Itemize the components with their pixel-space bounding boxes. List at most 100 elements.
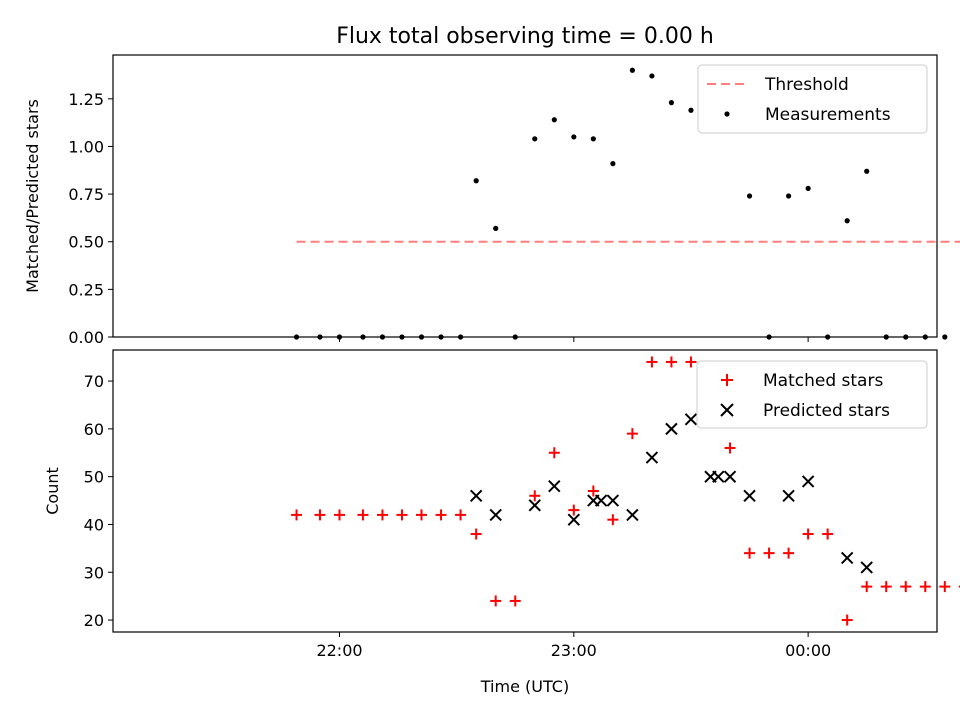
predicted-star-point bbox=[840, 551, 854, 565]
matched-star-point bbox=[548, 447, 560, 459]
predicted-star-point bbox=[645, 451, 659, 464]
predicted-star-point bbox=[528, 499, 541, 512]
ratio-y-tick-label: 0.25 bbox=[68, 280, 104, 299]
matched-star-point bbox=[919, 581, 931, 593]
matched-star-point bbox=[880, 581, 892, 593]
matched-star-point bbox=[291, 509, 303, 521]
ratio-y-tick-label: 0.00 bbox=[68, 328, 104, 347]
count-y-tick-label: 40 bbox=[84, 515, 104, 534]
count-legend: Matched stars Predicted stars bbox=[696, 360, 928, 429]
ratio-y-tick-label: 1.00 bbox=[68, 137, 104, 156]
ratio-y-tick-label: 0.75 bbox=[68, 185, 104, 204]
count-y-axis-label: Count bbox=[43, 467, 62, 515]
predicted-star-point bbox=[548, 480, 561, 493]
legend-predicted-swatch bbox=[720, 403, 734, 417]
predicted-star-point bbox=[712, 470, 725, 483]
predicted-star-point bbox=[606, 494, 620, 507]
measurement-point bbox=[512, 334, 518, 340]
legend-threshold-label: Threshold bbox=[764, 75, 849, 95]
measurement-point bbox=[844, 218, 850, 224]
matched-star-point bbox=[334, 509, 346, 521]
matched-star-point bbox=[724, 442, 736, 454]
measurement-point bbox=[590, 136, 596, 142]
measurement-point bbox=[883, 334, 889, 340]
matched-star-point bbox=[568, 504, 580, 516]
matched-star-point bbox=[841, 614, 853, 626]
ratio-x-ticks bbox=[339, 337, 809, 342]
measurement-point bbox=[399, 334, 405, 340]
measurement-point bbox=[766, 334, 772, 340]
count-y-tick-label: 20 bbox=[84, 611, 104, 630]
matched-star-point bbox=[470, 528, 482, 540]
matched-star-point bbox=[665, 356, 677, 368]
predicted-star-point bbox=[567, 513, 581, 526]
matched-star-point bbox=[509, 595, 521, 607]
count-x-tick-label: 23:00 bbox=[551, 641, 597, 660]
ratio-y-tick-label: 0.50 bbox=[68, 233, 104, 252]
matched-star-point bbox=[822, 528, 834, 540]
measurement-point bbox=[438, 334, 444, 340]
x-axis-label: Time (UTC) bbox=[480, 677, 569, 696]
measurement-point bbox=[457, 334, 464, 340]
matched-star-point bbox=[900, 581, 912, 593]
matched-star-point bbox=[783, 547, 795, 559]
count-x-tick-label: 22:00 bbox=[316, 641, 362, 660]
predicted-star-point bbox=[801, 475, 815, 488]
matched-star-point bbox=[626, 428, 638, 440]
measurement-point bbox=[473, 178, 479, 184]
measurement-point bbox=[360, 334, 366, 340]
ratio-y-axis-label: Matched/Predicted stars bbox=[23, 99, 42, 293]
ratio-plot-frame bbox=[112, 54, 938, 338]
count-y-tick-label: 50 bbox=[84, 468, 104, 487]
measurement-point bbox=[571, 134, 577, 140]
matched-stars-points bbox=[291, 356, 960, 626]
legend-matched-label: Matched stars bbox=[763, 371, 883, 391]
predicted-star-point bbox=[594, 494, 608, 507]
matched-star-point bbox=[376, 509, 388, 521]
matched-star-point bbox=[490, 595, 502, 607]
ratio-legend: Threshold Measurements bbox=[697, 64, 928, 134]
matched-star-point bbox=[529, 490, 541, 502]
legend-measurements-label: Measurements bbox=[765, 105, 891, 125]
measurement-point bbox=[825, 334, 831, 340]
predicted-star-point bbox=[684, 413, 698, 426]
measurement-point bbox=[532, 136, 538, 142]
predicted-star-point bbox=[782, 489, 795, 502]
measurement-point bbox=[942, 334, 948, 340]
matched-star-point bbox=[435, 509, 447, 521]
matched-star-point bbox=[587, 485, 599, 497]
measurement-point bbox=[293, 334, 300, 340]
measurement-point bbox=[379, 334, 386, 340]
measurement-point bbox=[864, 168, 870, 174]
legend-measurements-swatch bbox=[724, 111, 730, 117]
matched-star-point bbox=[357, 509, 369, 521]
matched-star-point bbox=[763, 547, 775, 559]
matched-star-point bbox=[455, 509, 467, 521]
predicted-star-point bbox=[860, 561, 873, 574]
measurement-point bbox=[610, 161, 616, 167]
figure-title: Flux total observing time = 0.00 h bbox=[336, 24, 714, 49]
measurement-point bbox=[668, 100, 675, 106]
predicted-star-point bbox=[489, 508, 502, 522]
matched-star-point bbox=[802, 528, 814, 540]
predicted-star-point bbox=[723, 470, 737, 483]
matched-star-point bbox=[396, 509, 408, 521]
measurement-point bbox=[317, 334, 323, 340]
count-plot-frame bbox=[112, 349, 938, 633]
ratio-y-tick-label: 1.25 bbox=[68, 90, 104, 109]
measurement-point bbox=[746, 193, 753, 199]
predicted-star-point bbox=[469, 489, 483, 502]
count-y-tick-label: 60 bbox=[84, 420, 104, 439]
matched-star-point bbox=[744, 547, 756, 559]
measurement-point bbox=[688, 107, 694, 113]
matched-star-point bbox=[416, 509, 428, 521]
predicted-star-point bbox=[743, 489, 756, 502]
matched-star-point bbox=[861, 581, 873, 593]
measurement-point bbox=[786, 193, 792, 199]
measurement-point bbox=[493, 225, 499, 231]
matched-star-point bbox=[607, 514, 619, 526]
measurement-point bbox=[805, 185, 811, 191]
